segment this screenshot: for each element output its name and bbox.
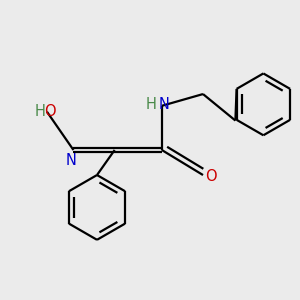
Text: N: N — [66, 153, 76, 168]
Text: N: N — [159, 97, 170, 112]
Text: O: O — [206, 169, 217, 184]
Text: H: H — [146, 97, 157, 112]
Text: O: O — [44, 103, 56, 118]
Text: H: H — [34, 103, 46, 118]
